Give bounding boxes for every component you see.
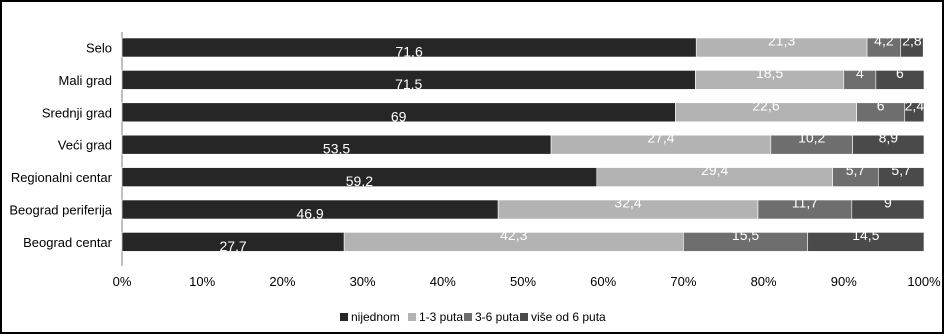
data-label: 4,2 bbox=[874, 33, 894, 49]
legend-label: nijednom bbox=[351, 310, 400, 324]
x-tick-label: 100% bbox=[907, 274, 941, 289]
x-tick-label: 70% bbox=[670, 274, 696, 289]
category-label: Srednji grad bbox=[42, 105, 112, 120]
data-label: 14,5 bbox=[852, 227, 879, 243]
x-tick-label: 10% bbox=[189, 274, 215, 289]
category-label: Selo bbox=[86, 41, 112, 56]
legend-label: 3-6 puta bbox=[475, 310, 519, 324]
x-tick-label: 50% bbox=[510, 274, 536, 289]
bar-segment bbox=[900, 37, 924, 58]
legend-label: više od 6 puta bbox=[531, 310, 606, 324]
data-label: 6 bbox=[896, 65, 904, 81]
data-label: 8,9 bbox=[879, 130, 899, 146]
data-label: 22,6 bbox=[752, 97, 779, 113]
data-label: 27,4 bbox=[647, 130, 674, 146]
category-label: Beograd periferija bbox=[9, 203, 112, 218]
category-label: Beograd centar bbox=[23, 235, 113, 250]
data-label: 2,8 bbox=[902, 33, 922, 49]
legend-swatch bbox=[408, 313, 416, 321]
category-label: Veći grad bbox=[58, 138, 112, 153]
data-label: 11,7 bbox=[792, 195, 818, 211]
data-label: 21,3 bbox=[768, 33, 795, 49]
data-label: 59,2 bbox=[346, 173, 373, 189]
category-label: Mali grad bbox=[59, 73, 112, 88]
legend-swatch bbox=[464, 313, 472, 321]
data-label: 71,6 bbox=[395, 44, 422, 60]
bar-segment bbox=[851, 199, 925, 220]
data-label: 6 bbox=[877, 97, 885, 113]
legend-swatch bbox=[520, 313, 528, 321]
data-label: 5,7 bbox=[846, 162, 866, 178]
data-label: 10,2 bbox=[798, 130, 825, 146]
x-tick-label: 80% bbox=[751, 274, 777, 289]
data-label: 32,4 bbox=[614, 195, 641, 211]
x-tick-label: 20% bbox=[269, 274, 295, 289]
bar-segment bbox=[852, 134, 925, 155]
x-tick-label: 40% bbox=[430, 274, 456, 289]
data-label: 71,5 bbox=[395, 76, 422, 92]
data-label: 15,5 bbox=[732, 227, 759, 243]
x-tick-label: 60% bbox=[590, 274, 616, 289]
data-label: 46,9 bbox=[296, 206, 323, 222]
data-label: 18,5 bbox=[756, 65, 783, 81]
data-label: 53,5 bbox=[323, 141, 350, 157]
category-label: Regionalni centar bbox=[11, 170, 113, 185]
data-label: 42,3 bbox=[500, 227, 527, 243]
bar-segment bbox=[877, 167, 925, 187]
x-tick-label: 0% bbox=[113, 274, 132, 289]
legend-swatch bbox=[340, 313, 348, 321]
data-label: 9 bbox=[884, 195, 892, 211]
legend-label: 1-3 puta bbox=[419, 310, 463, 324]
x-tick-label: 90% bbox=[831, 274, 857, 289]
bar-segment bbox=[875, 70, 925, 90]
data-label: 29,4 bbox=[701, 162, 728, 178]
data-label: 69 bbox=[391, 108, 407, 124]
data-label: 5,7 bbox=[891, 162, 911, 178]
x-tick-label: 30% bbox=[350, 274, 376, 289]
bar-segment bbox=[904, 102, 925, 123]
data-label: 4 bbox=[856, 65, 864, 81]
data-label: 2,4 bbox=[905, 97, 925, 113]
bar-segment bbox=[807, 232, 925, 252]
data-label: 27,7 bbox=[219, 238, 246, 254]
